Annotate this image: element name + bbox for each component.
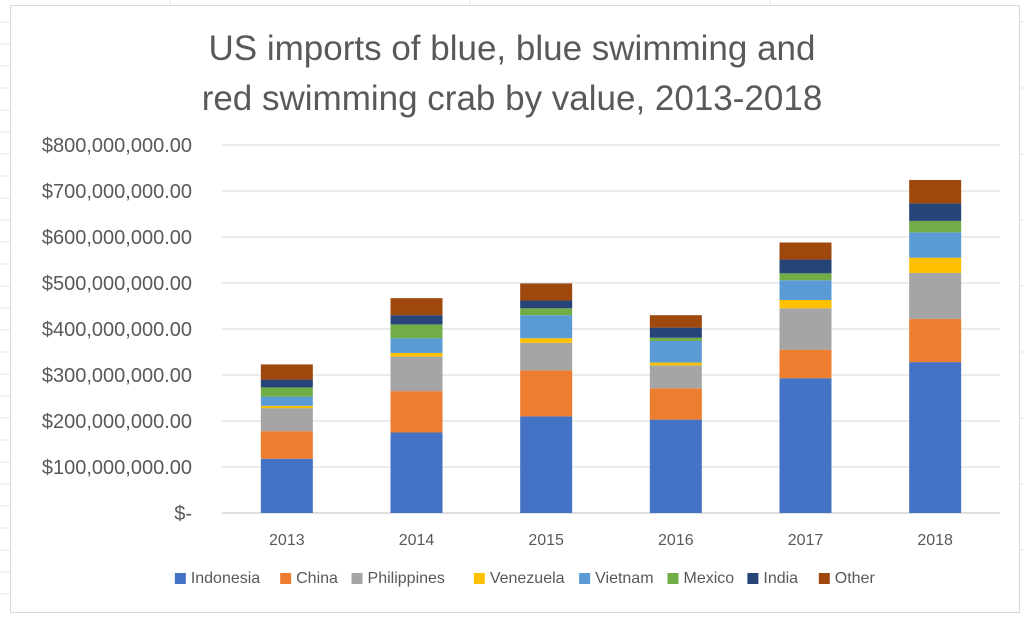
bar-segment-china-2013[interactable]: [260, 431, 313, 459]
bar-segment-china-2018[interactable]: [909, 318, 962, 363]
legend: Indonesia China Philippines Venezuela Vietna…: [174, 570, 876, 587]
legend-label: India: [763, 570, 798, 587]
bar-segment-philippines-2013[interactable]: [260, 408, 313, 432]
legend-label: Other: [835, 570, 876, 587]
legend-label: Indonesia: [191, 570, 260, 587]
legend-item-other[interactable]: Other: [818, 570, 876, 587]
bar-segment-vietnam-2015[interactable]: [520, 315, 573, 339]
bar-segment-indonesia-2017[interactable]: [779, 378, 832, 513]
x-tick-label: 2014: [399, 532, 435, 549]
gridlines: [222, 144, 1000, 514]
bar-segment-vietnam-2016[interactable]: [649, 340, 702, 363]
y-tick-label: $300,000,000.00: [42, 365, 192, 387]
y-tick-label: $-: [174, 503, 192, 525]
x-axis-tick-labels: 2013 2014 2015 2016 2017 2018: [269, 532, 953, 549]
x-tick-label: 2013: [269, 532, 305, 549]
bar-segment-india-2013[interactable]: [260, 379, 313, 388]
bar-segment-philippines-2018[interactable]: [909, 272, 962, 319]
bar-segment-indonesia-2013[interactable]: [260, 458, 313, 513]
bar-segment-other-2015[interactable]: [520, 283, 573, 301]
legend-label: Vietnam: [595, 570, 653, 587]
bar-segment-indonesia-2018[interactable]: [909, 362, 962, 513]
legend-swatch: [818, 573, 830, 584]
bar-segment-mexico-2013[interactable]: [260, 387, 313, 397]
legend-item-venezuela[interactable]: Venezuela: [473, 570, 565, 587]
bar-segment-vietnam-2014[interactable]: [390, 338, 443, 353]
legend-item-india[interactable]: India: [747, 570, 798, 587]
bar-segment-vietnam-2017[interactable]: [779, 280, 832, 301]
bar-segment-vietnam-2013[interactable]: [260, 396, 313, 406]
y-tick-label: $200,000,000.00: [42, 411, 192, 433]
legend-label: Mexico: [684, 570, 735, 587]
x-tick-label: 2017: [788, 532, 824, 549]
y-axis-tick-labels: $- $100,000,000.00 $200,000,000.00 $300,000…: [42, 135, 192, 525]
bar-segment-philippines-2016[interactable]: [649, 365, 702, 389]
legend-swatch: [667, 573, 679, 584]
legend-label: Philippines: [368, 570, 445, 587]
bar-segment-india-2017[interactable]: [779, 259, 832, 274]
chart-title: US imports of blue, blue swimming and re…: [0, 24, 1024, 124]
x-tick-label: 2016: [658, 532, 694, 549]
chart-area[interactable]: [10, 5, 1020, 613]
bar-segment-venezuela-2016[interactable]: [649, 362, 702, 366]
bar-segment-venezuela-2014[interactable]: [390, 352, 443, 357]
legend-item-indonesia[interactable]: Indonesia: [174, 570, 260, 587]
y-tick-label: $600,000,000.00: [42, 227, 192, 249]
legend-swatch: [579, 573, 591, 584]
bar-segment-indonesia-2014[interactable]: [390, 432, 443, 514]
legend-swatch: [351, 573, 363, 584]
bar-segment-venezuela-2015[interactable]: [520, 338, 573, 343]
bar-segment-india-2018[interactable]: [909, 203, 962, 221]
bar-segment-china-2015[interactable]: [520, 370, 573, 417]
legend-item-philippines[interactable]: Philippines: [351, 570, 445, 587]
x-tick-label: 2018: [917, 532, 953, 549]
bar-segment-philippines-2015[interactable]: [520, 342, 573, 371]
bar-segment-mexico-2016[interactable]: [649, 337, 702, 341]
bar-segment-china-2017[interactable]: [779, 349, 832, 379]
legend-item-vietnam[interactable]: Vietnam: [579, 570, 654, 587]
chart-title-line-1: US imports of blue, blue swimming and: [208, 29, 816, 68]
bar-segment-venezuela-2013[interactable]: [260, 405, 313, 409]
bar-segment-vietnam-2018[interactable]: [909, 232, 962, 258]
bar-segment-philippines-2014[interactable]: [390, 356, 443, 392]
y-tick-label: $800,000,000.00: [42, 135, 192, 157]
bar-segment-mexico-2017[interactable]: [779, 273, 832, 281]
legend-label: China: [296, 570, 338, 587]
bar-segment-india-2016[interactable]: [649, 327, 702, 338]
y-tick-label: $500,000,000.00: [42, 273, 192, 295]
bar-segment-philippines-2017[interactable]: [779, 308, 832, 350]
y-tick-label: $100,000,000.00: [42, 457, 192, 479]
bar-segment-other-2018[interactable]: [909, 179, 962, 204]
bar-segment-china-2016[interactable]: [649, 388, 702, 420]
bar-segment-indonesia-2015[interactable]: [520, 416, 573, 513]
bar-segment-other-2016[interactable]: [649, 315, 702, 328]
legend-swatch: [174, 573, 186, 584]
legend-swatch: [280, 573, 292, 584]
legend-item-mexico[interactable]: Mexico: [667, 570, 735, 587]
bar-segment-india-2015[interactable]: [520, 300, 573, 309]
chart-title-line-2: red swimming crab by value, 2013-2018: [201, 79, 823, 118]
bars: [260, 179, 962, 514]
bar-segment-mexico-2018[interactable]: [909, 220, 962, 233]
bar-segment-mexico-2015[interactable]: [520, 308, 573, 316]
bar-segment-venezuela-2018[interactable]: [909, 257, 962, 273]
bar-segment-mexico-2014[interactable]: [390, 324, 443, 339]
x-tick-label: 2015: [528, 532, 564, 549]
bar-segment-china-2014[interactable]: [390, 391, 443, 433]
bar-segment-indonesia-2016[interactable]: [649, 419, 702, 513]
bar-segment-other-2013[interactable]: [260, 364, 313, 380]
legend-swatch: [747, 573, 759, 584]
bar-segment-venezuela-2017[interactable]: [779, 300, 832, 309]
y-tick-label: $700,000,000.00: [42, 181, 192, 203]
bar-segment-india-2014[interactable]: [390, 315, 443, 325]
bar-segment-other-2017[interactable]: [779, 242, 832, 260]
bar-segment-other-2014[interactable]: [390, 298, 443, 316]
y-tick-label: $400,000,000.00: [42, 319, 192, 341]
legend-swatch: [473, 573, 485, 584]
legend-item-china[interactable]: China: [280, 570, 338, 587]
legend-label: Venezuela: [490, 570, 565, 587]
